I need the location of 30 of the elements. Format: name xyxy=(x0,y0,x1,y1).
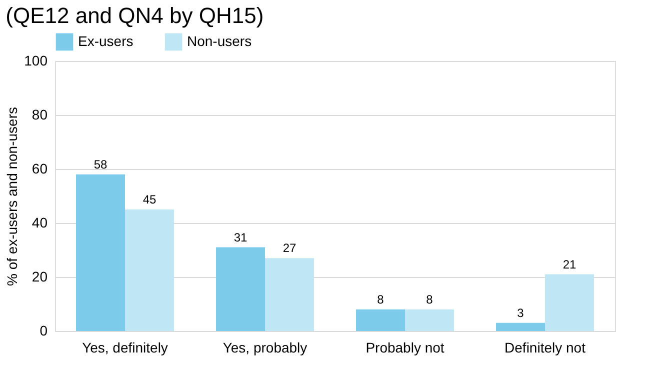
data-label: 31 xyxy=(234,230,248,244)
bar xyxy=(125,210,174,331)
data-label: 58 xyxy=(94,157,108,172)
y-tick-label: 40 xyxy=(32,214,48,230)
y-tick-label: 20 xyxy=(32,268,48,284)
x-tick-label: Yes, definitely xyxy=(82,340,168,356)
data-label: 27 xyxy=(282,241,296,256)
data-label: 21 xyxy=(562,257,576,272)
x-tick-label: Definitely not xyxy=(504,340,586,356)
bar xyxy=(356,309,405,331)
bar xyxy=(216,247,265,331)
bar xyxy=(76,174,125,331)
bar xyxy=(265,258,314,331)
data-label: 8 xyxy=(426,292,434,306)
legend-label: Non-users xyxy=(187,32,252,49)
chart-title: (QE12 and QN4 by QH15) xyxy=(6,3,264,28)
data-label: 3 xyxy=(517,306,524,320)
y-tick-label: 60 xyxy=(32,160,48,176)
y-axis-title: % of ex-users and non-users xyxy=(4,107,20,286)
data-label: 8 xyxy=(377,292,384,306)
y-tick-label: 100 xyxy=(24,52,48,68)
bar xyxy=(545,274,594,331)
y-tick-label: 0 xyxy=(40,322,48,338)
bar xyxy=(405,309,454,331)
data-label: 45 xyxy=(142,192,156,206)
x-tick-label: Probably not xyxy=(366,340,444,356)
y-tick-label: 80 xyxy=(32,106,48,122)
legend-label: Ex-users xyxy=(78,32,134,49)
bar xyxy=(496,322,545,331)
x-tick-label: Yes, probably xyxy=(222,340,308,356)
